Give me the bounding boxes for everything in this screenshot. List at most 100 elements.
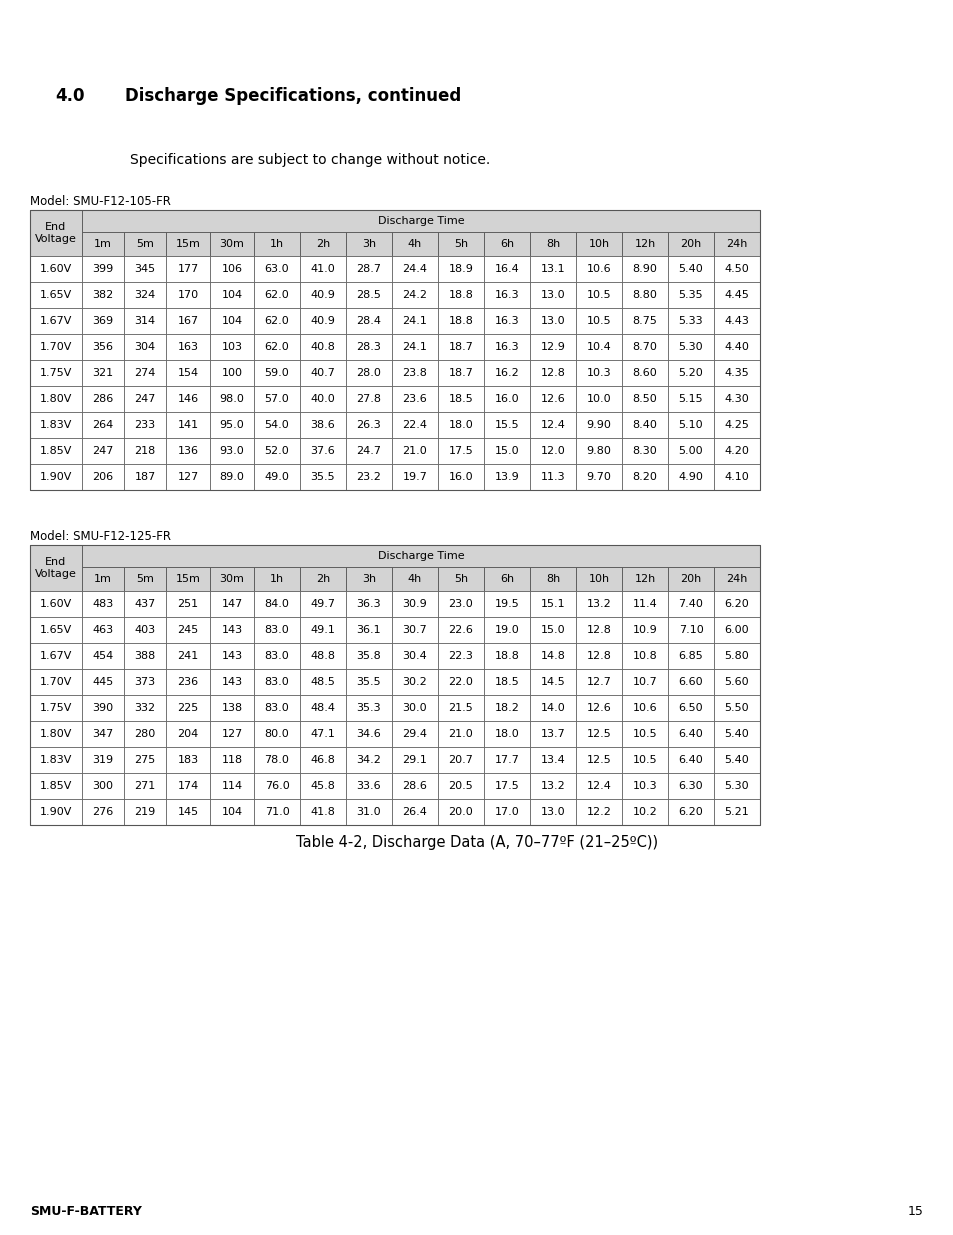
Bar	[124, 359, 166, 387]
Text: 10.6: 10.6	[632, 703, 657, 713]
Bar	[392, 592, 437, 618]
Text: 187: 187	[134, 472, 155, 482]
Bar	[713, 567, 760, 592]
Text: 4.25: 4.25	[723, 420, 749, 430]
Bar	[82, 282, 124, 308]
Text: 6h: 6h	[499, 240, 514, 249]
Text: 12.8: 12.8	[586, 625, 611, 635]
Bar	[437, 592, 483, 618]
Bar	[346, 308, 392, 333]
Bar	[299, 799, 346, 825]
Text: 28.3: 28.3	[356, 342, 381, 352]
Text: 3h: 3h	[361, 240, 375, 249]
Bar	[437, 799, 483, 825]
Bar	[210, 669, 253, 695]
Text: 10.8: 10.8	[632, 651, 657, 661]
Bar	[530, 669, 576, 695]
Text: 30m: 30m	[219, 574, 244, 584]
Text: 247: 247	[134, 394, 155, 404]
Bar	[530, 567, 576, 592]
Text: 7.10: 7.10	[678, 625, 702, 635]
Bar	[530, 438, 576, 464]
Bar	[530, 643, 576, 669]
Bar	[667, 643, 713, 669]
Bar	[437, 438, 483, 464]
Bar	[30, 387, 82, 412]
Text: 28.4: 28.4	[356, 316, 381, 326]
Text: 30m: 30m	[219, 240, 244, 249]
Text: 10.2: 10.2	[632, 806, 657, 818]
Text: 48.8: 48.8	[310, 651, 335, 661]
Bar	[392, 721, 437, 747]
Bar	[299, 618, 346, 643]
Bar	[713, 618, 760, 643]
Bar	[667, 308, 713, 333]
Bar	[30, 643, 82, 669]
Bar	[210, 333, 253, 359]
Bar	[530, 308, 576, 333]
Text: 356: 356	[92, 342, 113, 352]
Text: 71.0: 71.0	[264, 806, 289, 818]
Text: 19.7: 19.7	[402, 472, 427, 482]
Text: 23.2: 23.2	[356, 472, 381, 482]
Text: 21.0: 21.0	[402, 446, 427, 456]
Bar	[166, 643, 210, 669]
Bar	[253, 643, 299, 669]
Bar	[210, 438, 253, 464]
Text: 18.0: 18.0	[448, 420, 473, 430]
Bar	[437, 256, 483, 282]
Text: 10.6: 10.6	[586, 264, 611, 274]
Bar	[621, 387, 667, 412]
Bar	[437, 669, 483, 695]
Text: Specifications are subject to change without notice.: Specifications are subject to change wit…	[130, 153, 490, 167]
Text: 29.1: 29.1	[402, 755, 427, 764]
Bar	[253, 232, 299, 256]
Bar	[82, 747, 124, 773]
Text: Model: SMU-F12-125-FR: Model: SMU-F12-125-FR	[30, 530, 171, 543]
Text: 4.35: 4.35	[724, 368, 749, 378]
Text: 36.3: 36.3	[356, 599, 381, 609]
Text: 10.3: 10.3	[586, 368, 611, 378]
Text: 13.0: 13.0	[540, 806, 565, 818]
Text: Discharge Specifications, continued: Discharge Specifications, continued	[125, 86, 460, 105]
Text: 332: 332	[134, 703, 155, 713]
Bar	[30, 592, 82, 618]
Bar	[713, 359, 760, 387]
Text: 145: 145	[177, 806, 198, 818]
Bar	[713, 387, 760, 412]
Bar	[483, 333, 530, 359]
Text: 445: 445	[92, 677, 113, 687]
Bar	[299, 592, 346, 618]
Text: 40.8: 40.8	[311, 342, 335, 352]
Text: 18.8: 18.8	[448, 290, 473, 300]
Text: 6.40: 6.40	[678, 755, 702, 764]
Bar	[82, 669, 124, 695]
Text: 40.9: 40.9	[311, 316, 335, 326]
Text: 251: 251	[177, 599, 198, 609]
Bar	[30, 282, 82, 308]
Bar	[621, 567, 667, 592]
Bar	[437, 618, 483, 643]
Text: 286: 286	[92, 394, 113, 404]
Bar	[530, 333, 576, 359]
Bar	[576, 464, 621, 490]
Text: 17.7: 17.7	[494, 755, 518, 764]
Bar	[667, 333, 713, 359]
Bar	[124, 464, 166, 490]
Text: 8h: 8h	[545, 574, 559, 584]
Text: 76.0: 76.0	[264, 781, 289, 790]
Text: 4.30: 4.30	[724, 394, 749, 404]
Text: 1.67V: 1.67V	[40, 651, 72, 661]
Text: 5.30: 5.30	[724, 781, 748, 790]
Bar	[667, 256, 713, 282]
Text: 15.1: 15.1	[540, 599, 565, 609]
Bar	[166, 387, 210, 412]
Bar	[346, 799, 392, 825]
Bar	[299, 359, 346, 387]
Text: 18.5: 18.5	[494, 677, 518, 687]
Text: 5.35: 5.35	[678, 290, 702, 300]
Text: 10.5: 10.5	[586, 290, 611, 300]
Text: 103: 103	[221, 342, 242, 352]
Text: 1.75V: 1.75V	[40, 703, 72, 713]
Bar	[392, 232, 437, 256]
